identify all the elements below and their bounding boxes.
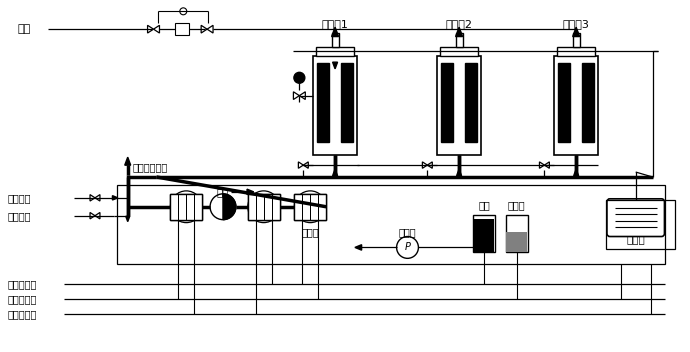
Text: 冷却水上水: 冷却水上水 xyxy=(8,294,37,304)
Polygon shape xyxy=(333,169,337,176)
Polygon shape xyxy=(333,62,337,69)
Bar xyxy=(317,63,329,142)
Text: 事故尾气排放: 事故尾气排放 xyxy=(132,162,168,172)
Text: 蒸汽: 蒸汽 xyxy=(18,24,31,34)
Bar xyxy=(606,200,676,250)
Polygon shape xyxy=(455,27,462,37)
Text: 冷却水回水: 冷却水回水 xyxy=(8,309,37,319)
Bar xyxy=(465,63,477,142)
Bar xyxy=(295,194,326,220)
Bar xyxy=(170,194,202,220)
Polygon shape xyxy=(293,92,299,100)
Text: 吸附刨2: 吸附刨2 xyxy=(446,19,473,29)
Bar xyxy=(440,47,478,56)
Text: 吸附刨3: 吸附刨3 xyxy=(563,19,589,29)
Bar xyxy=(316,47,354,56)
Text: 低温尾气: 低温尾气 xyxy=(8,211,31,221)
Polygon shape xyxy=(201,25,207,33)
Text: 冷却器: 冷却器 xyxy=(302,228,319,238)
Bar xyxy=(473,215,495,252)
Polygon shape xyxy=(223,194,236,220)
Polygon shape xyxy=(90,195,95,201)
FancyBboxPatch shape xyxy=(607,199,664,237)
Text: 高温尾气: 高温尾气 xyxy=(8,193,31,203)
Polygon shape xyxy=(153,25,159,33)
Bar xyxy=(313,56,357,155)
Bar xyxy=(248,194,279,220)
Bar xyxy=(558,47,595,56)
Polygon shape xyxy=(298,162,304,168)
Polygon shape xyxy=(304,162,308,168)
Polygon shape xyxy=(207,25,213,33)
Bar xyxy=(554,56,598,155)
Polygon shape xyxy=(299,92,305,100)
Bar xyxy=(573,33,580,47)
Polygon shape xyxy=(112,196,118,200)
Polygon shape xyxy=(148,25,153,33)
Circle shape xyxy=(180,8,187,15)
Text: 冷凝器: 冷凝器 xyxy=(627,234,645,245)
Bar xyxy=(441,63,453,142)
Bar xyxy=(170,194,202,220)
Text: 排液泵: 排液泵 xyxy=(399,227,416,238)
Polygon shape xyxy=(573,27,580,37)
Polygon shape xyxy=(125,157,130,165)
Text: 溶剂回收液: 溶剂回收液 xyxy=(8,279,37,289)
Bar xyxy=(341,63,353,142)
Bar xyxy=(455,33,462,47)
Polygon shape xyxy=(540,162,544,168)
Circle shape xyxy=(248,191,279,222)
Bar xyxy=(295,194,326,220)
Polygon shape xyxy=(126,216,130,222)
Text: 吸附刨1: 吸附刨1 xyxy=(322,19,348,29)
Bar xyxy=(473,219,494,252)
Polygon shape xyxy=(95,213,100,219)
Polygon shape xyxy=(573,169,579,176)
Bar xyxy=(175,23,189,35)
Text: 空气: 空气 xyxy=(216,187,228,197)
Bar xyxy=(582,63,594,142)
Polygon shape xyxy=(332,27,339,37)
Circle shape xyxy=(210,194,236,220)
Bar xyxy=(117,185,665,264)
Text: 储槽: 储槽 xyxy=(478,200,490,210)
Bar xyxy=(558,63,570,142)
Polygon shape xyxy=(90,213,95,219)
Circle shape xyxy=(170,191,202,222)
Circle shape xyxy=(397,237,418,258)
Bar xyxy=(437,56,481,155)
Bar xyxy=(248,194,279,220)
Polygon shape xyxy=(457,169,462,176)
Circle shape xyxy=(295,191,326,222)
Bar xyxy=(506,215,528,252)
Polygon shape xyxy=(95,195,100,201)
Circle shape xyxy=(294,72,305,83)
Polygon shape xyxy=(422,162,427,168)
Text: P: P xyxy=(404,243,411,252)
Bar xyxy=(506,232,527,252)
Text: 分层槽: 分层槽 xyxy=(508,200,526,210)
Polygon shape xyxy=(355,245,362,250)
Polygon shape xyxy=(427,162,433,168)
Polygon shape xyxy=(247,189,254,195)
Polygon shape xyxy=(544,162,549,168)
Bar xyxy=(332,33,339,47)
